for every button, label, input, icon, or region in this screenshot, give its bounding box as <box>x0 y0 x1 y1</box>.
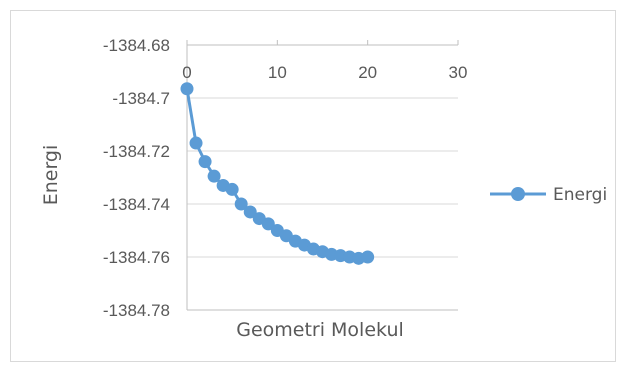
legend-label-energi: Energi <box>553 185 607 205</box>
x-tick-label: 20 <box>358 63 377 82</box>
legend-marker <box>511 187 525 201</box>
data-point <box>261 217 275 231</box>
data-point <box>180 82 194 96</box>
axes <box>186 40 459 311</box>
x-tick-labels: 0 10 20 30 <box>182 63 467 82</box>
data-point <box>207 169 221 183</box>
x-tick-label: 0 <box>182 63 191 82</box>
series-energi <box>180 82 375 265</box>
data-point <box>198 155 212 169</box>
data-point <box>361 250 375 264</box>
y-tick-labels: -1384.68 -1384.7 -1384.72 -1384.74 -1384.76 -… <box>103 36 170 320</box>
x-axis-title: Geometri Molekul <box>236 319 404 341</box>
x-tick-label: 30 <box>449 63 468 82</box>
data-point <box>189 136 203 150</box>
data-point <box>234 197 248 211</box>
y-tick-label: -1384.74 <box>103 195 170 214</box>
data-point <box>243 205 257 219</box>
y-tick-label: -1384.7 <box>112 89 170 108</box>
legend: Energi <box>490 185 607 205</box>
y-tick-label: -1384.68 <box>103 36 170 55</box>
x-tick-label: 10 <box>268 63 287 82</box>
y-axis-title: Energi <box>40 145 62 206</box>
data-point <box>225 182 239 196</box>
y-tick-label: -1384.76 <box>103 248 170 267</box>
grid-lines <box>187 44 458 258</box>
chart-frame <box>10 10 616 362</box>
y-tick-label: -1384.78 <box>103 301 170 320</box>
y-tick-label: -1384.72 <box>103 142 170 161</box>
